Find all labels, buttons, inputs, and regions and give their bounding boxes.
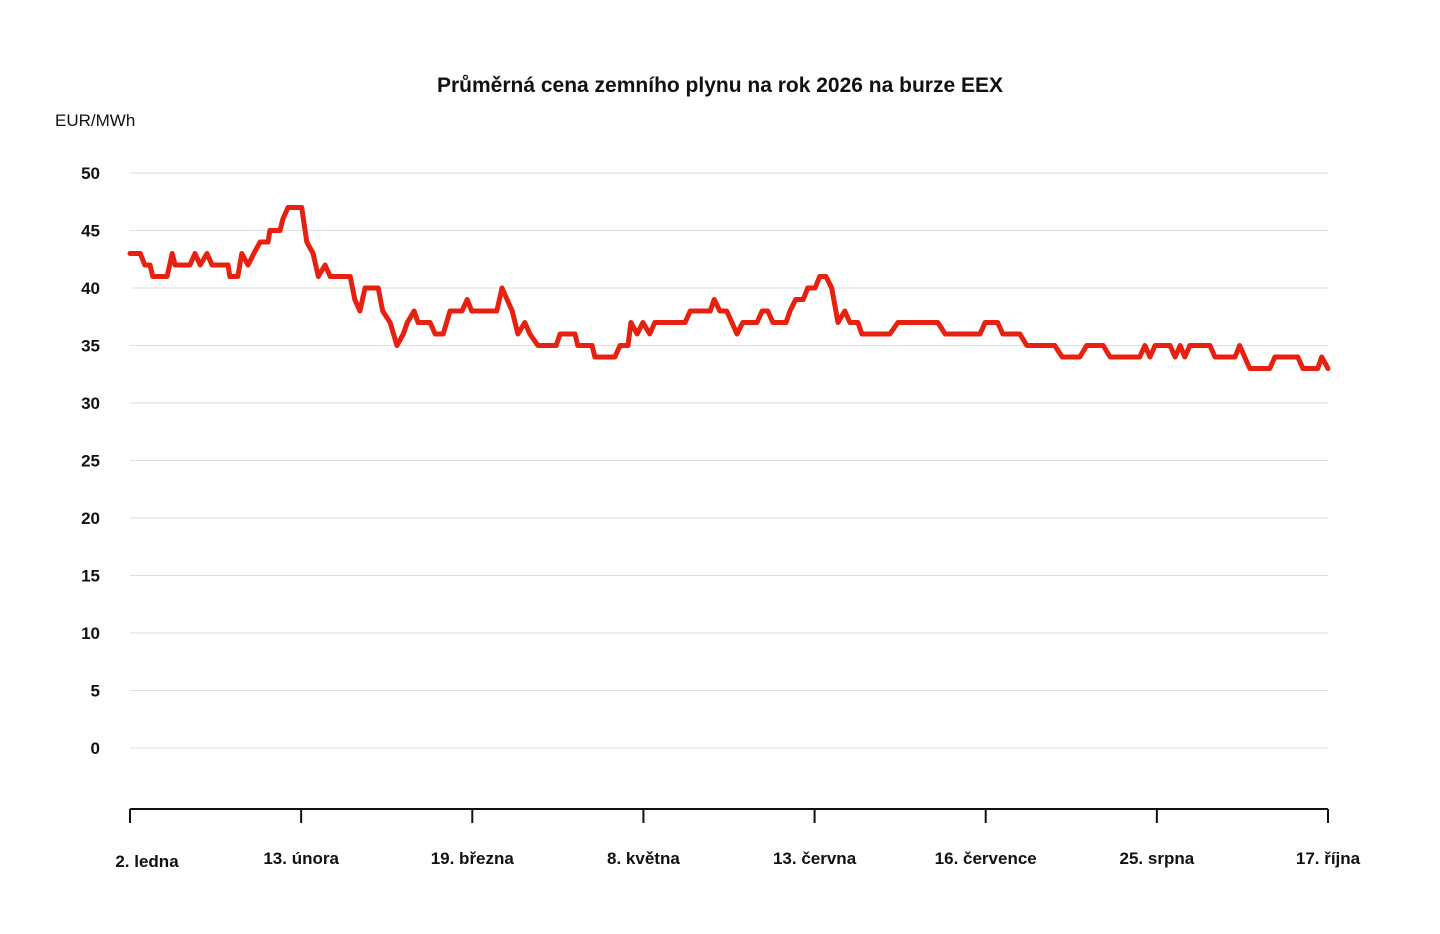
x-tick-label: 16. července	[935, 849, 1037, 868]
x-tick-label: 8. května	[607, 849, 680, 868]
y-axis-label: EUR/MWh	[55, 111, 135, 130]
x-tick-label: 13. února	[263, 849, 339, 868]
y-tick-label: 30	[81, 394, 100, 413]
y-tick-label: 5	[91, 682, 100, 701]
x-tick-label: 2. ledna	[115, 852, 179, 871]
chart-title: Průměrná cena zemního plynu na rok 2026 …	[437, 74, 1003, 97]
y-tick-label: 25	[81, 452, 100, 471]
y-tick-label: 0	[91, 739, 100, 758]
y-tick-label: 50	[81, 164, 100, 183]
y-tick-label: 40	[81, 279, 100, 298]
series-line-cena	[127, 205, 1331, 371]
y-tick-label: 20	[81, 509, 100, 528]
x-tick-label: 17. října	[1296, 849, 1361, 868]
y-tick-label: 45	[81, 222, 100, 241]
y-tick-label: 35	[81, 337, 100, 356]
y-tick-label: 10	[81, 624, 100, 643]
x-tick-label: 13. června	[773, 849, 857, 868]
y-tick-label: 15	[81, 567, 100, 586]
x-tick-label: 19. března	[431, 849, 515, 868]
x-tick-label: 25. srpna	[1120, 849, 1195, 868]
